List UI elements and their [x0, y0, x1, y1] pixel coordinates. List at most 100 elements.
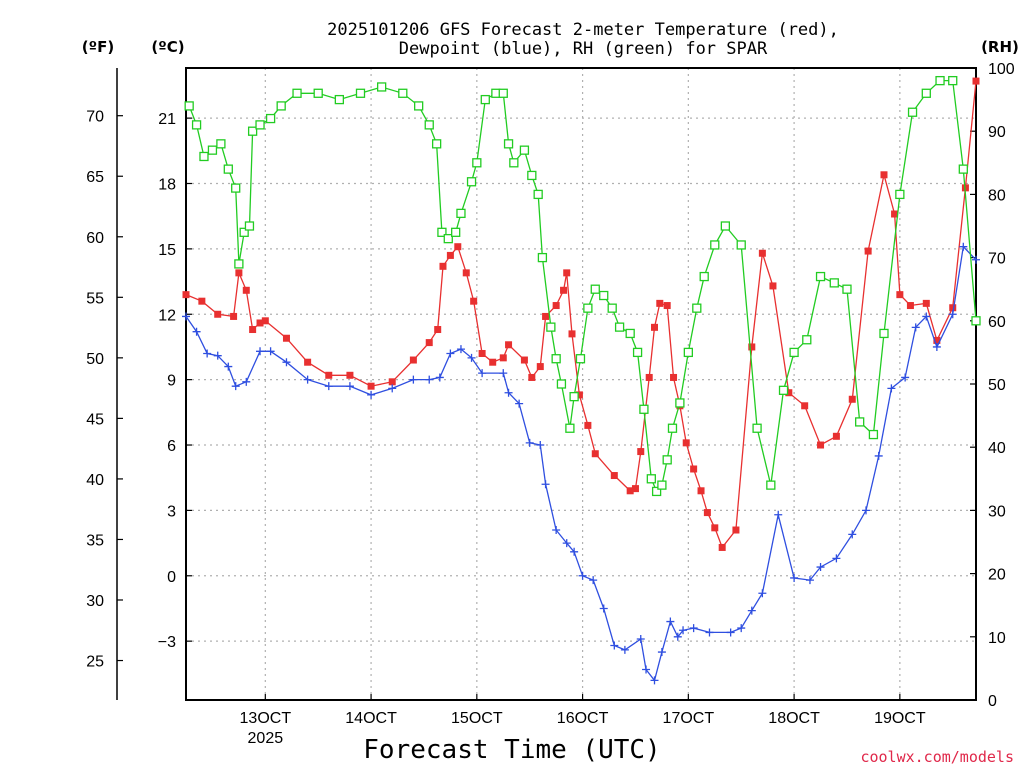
dewpoint-point [541, 480, 550, 489]
rh-point [868, 429, 879, 440]
dewpoint-point [478, 369, 487, 378]
rh-point [451, 227, 461, 237]
gridlines [186, 68, 976, 700]
rh-point [971, 316, 981, 326]
credit-link[interactable]: coolwx.com/models [860, 748, 1014, 766]
celsius-tick-label: 3 [167, 503, 176, 520]
temperature-point [282, 334, 290, 342]
rh-point [184, 101, 194, 111]
temperature-point [748, 343, 756, 351]
rh-point [265, 113, 276, 124]
temperature-point [682, 439, 690, 447]
temperature-point [651, 323, 659, 331]
dewpoint-point [705, 628, 714, 637]
temperature-point [848, 395, 856, 403]
dewpoint-point [467, 353, 476, 362]
dewpoint-point [666, 617, 675, 626]
rh-point [519, 145, 530, 155]
dewpoint-point [242, 377, 251, 386]
dewpoint-point [231, 382, 240, 391]
temperature-point [568, 330, 576, 338]
rh-point [498, 88, 508, 98]
rh-point [565, 423, 575, 433]
temperature-point [230, 312, 238, 320]
dewpoint-point [562, 539, 571, 548]
fahrenheit-tick-label: 55 [86, 290, 104, 307]
temperature-point [591, 450, 599, 458]
fahrenheit-tick-label: 25 [86, 654, 104, 671]
dewpoint-point [610, 641, 619, 650]
dewpoint-point [213, 351, 222, 360]
dewpoint-point [303, 375, 312, 384]
dewpoint-point [578, 571, 587, 580]
x-tick-label: 13OCT [240, 710, 292, 727]
dewpoint-point [345, 382, 354, 391]
temperature-point [256, 319, 264, 327]
dewpoint-point [266, 347, 275, 356]
temperature-point [718, 543, 726, 551]
temperature-point [478, 349, 486, 357]
rh-point [334, 94, 344, 105]
temperature-point [769, 282, 777, 290]
temperature-point [801, 402, 809, 410]
fahrenheit-tick-label: 45 [86, 411, 104, 428]
rh-point [456, 208, 466, 219]
dewpoint-point [832, 554, 841, 563]
temperature-point [732, 526, 740, 534]
temperature-point [528, 373, 536, 381]
rh-point [625, 328, 635, 339]
dewpoint-point [504, 388, 513, 397]
rh-point [802, 335, 812, 345]
temperature-point [470, 297, 478, 305]
rh-point [667, 423, 678, 433]
celsius-unit-label: (ºC) [151, 38, 184, 56]
rh-tick-label: 40 [988, 440, 1006, 457]
x-tick-label: 15OCT [451, 710, 503, 727]
temperature-point [434, 326, 442, 334]
axes [116, 67, 977, 701]
rh-point [424, 120, 434, 130]
dewpoint-point [679, 626, 688, 635]
temperature-point [637, 448, 645, 456]
temperature-point [697, 487, 705, 495]
dewpoint-point [425, 375, 434, 384]
temperature-point [520, 356, 528, 364]
temperature-point [388, 378, 396, 386]
rh-point [199, 151, 209, 162]
rh-point [466, 177, 477, 187]
rh-point [907, 107, 918, 117]
fahrenheit-tick-label: 60 [86, 230, 104, 247]
temperature-point [575, 391, 583, 399]
rh-point [216, 139, 226, 149]
rh-point [699, 271, 709, 282]
temperature-point [670, 373, 678, 381]
temperature-point [896, 291, 904, 299]
rh-point [231, 183, 241, 193]
x-tick-label: 17OCT [663, 710, 715, 727]
celsius-tick-label: 12 [158, 307, 176, 324]
plot-frame [185, 67, 977, 701]
temperature-point [346, 371, 354, 379]
rh-point [376, 82, 387, 92]
rh-point [736, 240, 746, 250]
dewpoint-point [446, 349, 455, 358]
temperature-point [454, 243, 462, 251]
dewpoint-point [790, 573, 799, 582]
temperature-point [560, 286, 568, 294]
temperature-point [462, 269, 470, 277]
dewpoint-point [456, 345, 465, 354]
dewpoint-point [620, 645, 629, 654]
temperature-point [499, 354, 507, 362]
rh-point [551, 354, 561, 364]
dewpoint-point [774, 510, 783, 519]
temperature-point [249, 326, 257, 334]
temperature-point [552, 302, 560, 310]
temperature-point [906, 302, 914, 310]
dewpoint-point [203, 349, 212, 358]
dewpoint-point [256, 347, 265, 356]
fahrenheit-tick-label: 65 [86, 169, 104, 186]
dewpoint-point [192, 327, 201, 336]
rh-point [921, 88, 931, 98]
rh-point [313, 88, 323, 98]
temperature-point [214, 310, 222, 318]
